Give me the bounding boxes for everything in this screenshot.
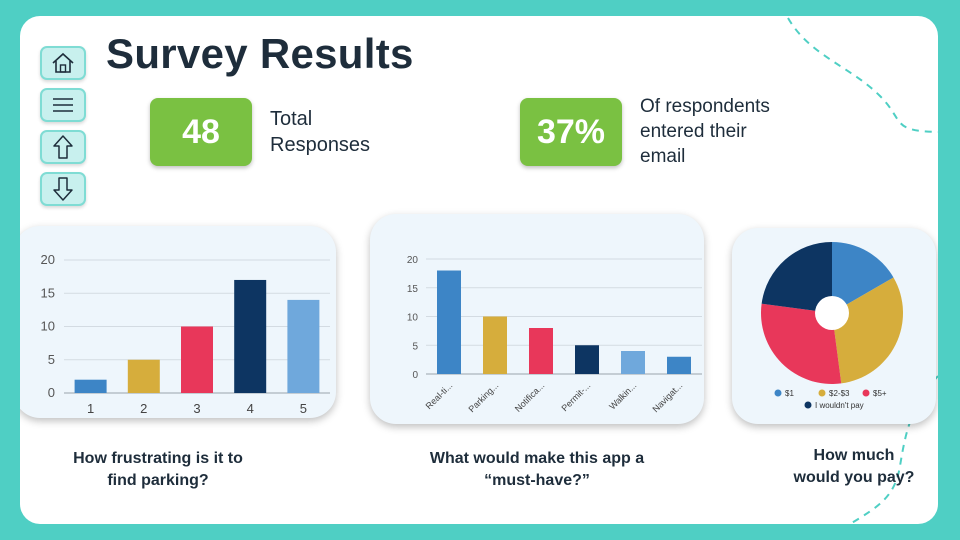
- y-tick-label: 10: [41, 319, 55, 334]
- y-tick-label: 10: [407, 313, 419, 324]
- bar: [287, 299, 320, 393]
- next-button[interactable]: [40, 172, 86, 206]
- legend-label: $1: [785, 389, 794, 398]
- bar: [483, 316, 507, 374]
- pie-center-hole: [815, 296, 849, 330]
- x-tick-label: 1: [87, 401, 94, 416]
- bar: [529, 328, 553, 374]
- legend-swatch: [818, 389, 826, 397]
- x-tick-label: 2: [140, 401, 147, 416]
- bar: [181, 326, 213, 393]
- arrow-up-icon: [53, 135, 73, 159]
- y-tick-label: 0: [412, 370, 418, 381]
- legend-swatch: [804, 401, 812, 409]
- x-tick-label: 3: [193, 401, 200, 416]
- bar: [575, 345, 599, 374]
- x-tick-label: Navigat...: [650, 380, 684, 414]
- x-tick-label: Notifica...: [513, 380, 547, 414]
- question-must-have: What would make this app a “must-have?”: [429, 450, 645, 489]
- total-responses-value: 48: [150, 98, 252, 166]
- bar: [74, 379, 107, 393]
- home-button[interactable]: [40, 46, 86, 80]
- bar: [437, 270, 461, 374]
- y-tick-label: 20: [407, 255, 419, 266]
- pie-slice: [832, 277, 903, 384]
- must-have-bar-chart: 0 5 10 15 20 Real-ti... Parking... Notifica... P…: [407, 255, 702, 414]
- arrow-down-icon: [53, 177, 73, 201]
- question-pay: How much would you pay?: [793, 447, 915, 486]
- frustration-chart-panel: 0 5 10 15 20 1 2 3 4 5: [20, 226, 336, 418]
- x-tick-label: 4: [247, 401, 254, 416]
- x-tick-label: Parking...: [466, 380, 500, 414]
- bar: [667, 356, 691, 374]
- menu-icon: [53, 98, 73, 112]
- legend-swatch: [862, 389, 870, 397]
- must-have-chart-panel: 0 5 10 15 20 Real-ti... Parking... Notifica... P…: [370, 214, 704, 424]
- y-tick-label: 5: [412, 341, 418, 352]
- bar: [127, 359, 160, 393]
- y-tick-label: 5: [48, 352, 55, 367]
- x-tick-label: Real-ti...: [424, 380, 455, 411]
- menu-button[interactable]: [40, 88, 86, 122]
- frustration-bar-chart: 0 5 10 15 20 1 2 3 4 5: [41, 252, 330, 416]
- pie-slice: [761, 242, 832, 313]
- page-title: Survey Results: [106, 30, 414, 77]
- email-rate-label: Of respondents entered their email: [640, 96, 770, 167]
- question-frustration: How frustrating is it to find parking?: [73, 450, 243, 489]
- legend-label: $2-$3: [829, 389, 850, 398]
- previous-button[interactable]: [40, 130, 86, 164]
- pie-slice: [832, 242, 894, 313]
- y-tick-label: 0: [48, 385, 55, 400]
- bar: [621, 351, 645, 374]
- slide-card: Survey Results 48 Total Responses 37% Of…: [20, 16, 938, 524]
- willingness-to-pay-pie-chart: $1 $2-$3 $5+ I wouldn't pay: [761, 242, 903, 410]
- x-tick-label: Walkin...: [607, 380, 638, 411]
- x-tick-label: Permit-...: [560, 380, 593, 413]
- legend-label: $5+: [873, 389, 887, 398]
- home-icon: [52, 52, 74, 73]
- email-rate-value: 37%: [520, 98, 622, 166]
- y-tick-label: 20: [41, 252, 55, 267]
- total-responses-label: Total Responses: [270, 108, 371, 156]
- pay-chart-panel: $1 $2-$3 $5+ I wouldn't pay: [732, 228, 936, 424]
- y-tick-label: 15: [407, 284, 419, 295]
- legend-label: I wouldn't pay: [815, 401, 864, 410]
- legend-swatch: [774, 389, 782, 397]
- x-tick-label: 5: [300, 401, 307, 416]
- bar: [234, 279, 267, 393]
- y-tick-label: 15: [41, 285, 55, 300]
